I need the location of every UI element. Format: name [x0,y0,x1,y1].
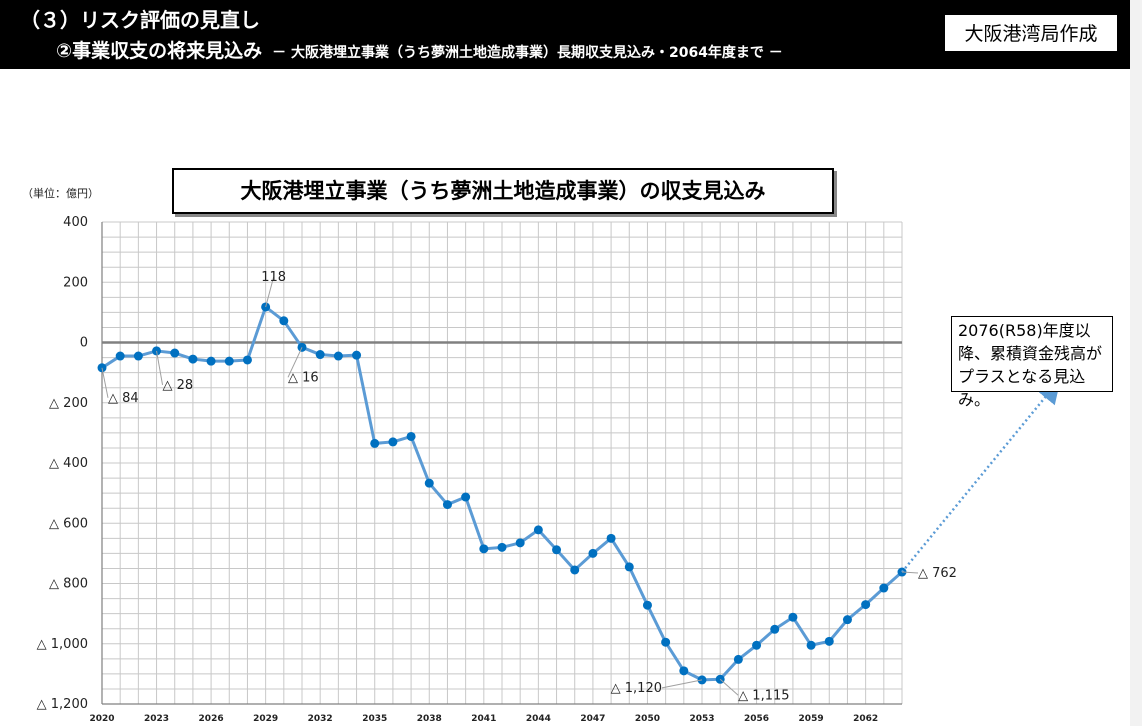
data-point [424,478,434,488]
data-point [406,431,416,441]
data-point [879,583,889,593]
x-tick-label: 2056 [744,714,769,724]
data-point [206,356,216,366]
data-point [461,492,471,502]
label-leader-line [901,571,919,574]
y-tick-label: △ 800 [49,577,88,592]
x-tick-label: 2053 [689,714,714,724]
data-point [824,636,834,646]
x-tick-label: 2062 [853,714,878,724]
unit-label: （単位：億円） [22,187,99,200]
data-point [679,666,689,676]
data-point [279,316,289,326]
data-point [133,351,143,361]
x-tick-label: 2023 [144,714,169,724]
label-leader-line [101,367,109,398]
data-label: 118 [261,270,286,285]
data-point [752,640,762,650]
label-leader-line [661,679,703,689]
x-tick-label: 2038 [417,714,442,724]
data-point [588,548,598,558]
label-leader-line [719,678,739,696]
x-tick-label: 2050 [635,714,660,724]
data-label: △ 84 [108,391,139,406]
y-tick-label: 0 [80,336,88,351]
data-point [642,600,652,610]
chart-title: 大阪港埋立事業（うち夢洲土地造成事業）の収支見込み [172,168,834,214]
data-point [770,624,780,634]
data-point [552,545,562,555]
data-point [224,356,234,366]
label-leader-line [265,276,275,308]
x-tick-label: 2047 [580,714,605,724]
projection-note: 2076(R58)年度以降、累積資金残高がプラスとなる見込み。 [951,316,1113,409]
x-tick-label: 2032 [308,714,333,724]
data-point [806,640,816,650]
data-point [533,525,543,535]
y-tick-label: 200 [63,275,88,290]
data-point [570,565,580,575]
y-tick-label: △ 200 [49,396,88,411]
y-tick-label: △ 400 [49,456,88,471]
data-point [170,348,180,358]
projection-arrow [901,378,1061,573]
data-point [861,600,871,610]
x-tick-labels: 2020 2023 2026 2029 2032 2035 2038 2041 2044 2047… [89,714,878,724]
data-labels: △ 84 △ 28 118 △ 16 △ 1,120 △ 1,115 △ 762 [101,270,957,703]
section-title: （３）リスク評価の見直し [20,8,260,32]
data-point [788,612,798,622]
data-point [115,351,125,361]
data-label: △ 762 [918,566,957,581]
y-tick-label: 400 [63,215,88,230]
data-point [497,542,507,552]
data-point [352,350,362,360]
data-point [442,500,452,510]
data-label: △ 28 [163,378,194,393]
data-label: △ 1,120 [611,681,662,696]
page-title: ②事業収支の将来見込み － 大阪港埋立事業（うち夢洲土地造成事業）長期収支見込み・… [56,36,783,63]
x-tick-label: 2041 [471,714,496,724]
y-tick-label: △ 600 [49,516,88,531]
data-label: △ 16 [288,370,319,385]
page-title-main: ②事業収支の将来見込み [56,40,263,62]
header-bar: （３）リスク評価の見直し ②事業収支の将来見込み － 大阪港埋立事業（うち夢洲土地… [0,0,1130,69]
data-label: △ 1,115 [738,688,789,703]
label-leader-line [287,347,303,378]
author-badge: 大阪港湾局作成 [944,14,1118,52]
data-point [315,350,325,360]
y-tick-label: △ 1,200 [37,697,88,712]
data-point [242,355,252,365]
scrollbar-track[interactable] [1130,0,1142,726]
data-point [733,654,743,664]
data-point [370,438,380,448]
x-tick-label: 2029 [253,714,278,724]
x-tick-label: 2020 [89,714,114,724]
x-tick-label: 2026 [199,714,224,724]
page-subtitle: － 大阪港埋立事業（うち夢洲土地造成事業）長期収支見込み・2064年度まで － [272,45,783,61]
data-point [388,437,398,447]
x-tick-label: 2044 [526,714,551,724]
data-point [333,351,343,361]
data-point [842,615,852,625]
data-point [624,562,634,572]
data-point [479,544,489,554]
y-tick-label: △ 1,000 [37,637,88,652]
data-point [188,354,198,364]
x-tick-label: 2059 [799,714,824,724]
data-point [515,538,525,548]
data-point [661,637,671,647]
series [97,302,1061,685]
x-tick-label: 2035 [362,714,387,724]
data-point [606,533,616,543]
y-tick-labels: 400 200 0 △ 200 △ 400 △ 600 △ 800 △ 1,000 △ 1,20… [37,215,88,712]
label-leader-line [156,350,164,386]
grid [101,221,903,705]
